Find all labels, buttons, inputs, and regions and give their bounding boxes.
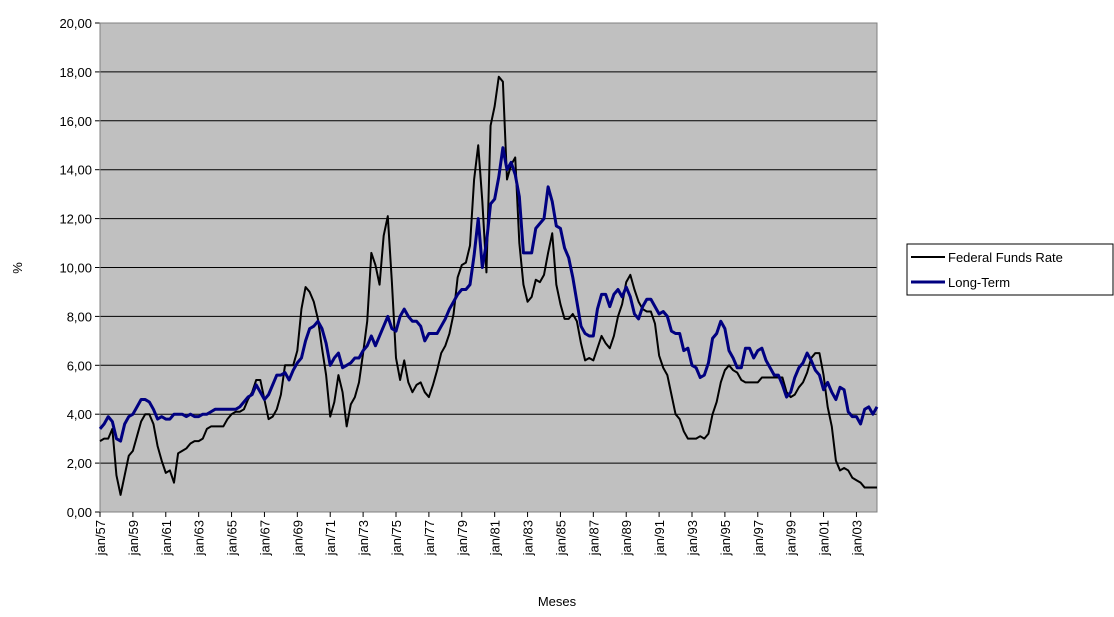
x-tick-label: jan/95: [718, 520, 733, 556]
x-tick-label: jan/89: [619, 520, 634, 556]
x-tick-label: jan/69: [290, 520, 305, 556]
x-tick-label: jan/97: [751, 520, 766, 556]
series-line: [99, 75, 877, 496]
x-tick-label: jan/03: [849, 520, 864, 556]
x-tick-label: jan/91: [652, 520, 667, 556]
x-tick-label: jan/93: [685, 520, 700, 556]
legend-label: Federal Funds Rate: [948, 250, 1063, 265]
x-tick-label: jan/63: [192, 520, 207, 556]
legend: [906, 243, 1114, 296]
x-axis-label: Meses: [538, 594, 577, 609]
y-tick-label: 18,00: [59, 65, 92, 80]
y-tick-label: 0,00: [67, 505, 92, 520]
x-tick-label: jan/67: [257, 520, 272, 556]
x-tick-label: jan/71: [323, 520, 338, 556]
y-tick-label: 14,00: [59, 163, 92, 178]
x-tick-label: jan/59: [126, 520, 141, 556]
y-tick-label: 4,00: [67, 407, 92, 422]
y-tick-label: 12,00: [59, 212, 92, 227]
x-tick-label: jan/73: [356, 520, 371, 556]
x-tick-label: jan/87: [586, 520, 601, 556]
x-tick-label: jan/57: [93, 520, 108, 556]
x-tick-label: jan/75: [389, 520, 404, 556]
plot-border: [99, 22, 878, 513]
y-tick-label: 6,00: [67, 358, 92, 373]
y-tick-label: 16,00: [59, 114, 92, 129]
x-tick-label: jan/65: [225, 520, 240, 556]
x-tick-label: jan/85: [553, 520, 568, 556]
y-tick-label: 8,00: [67, 309, 92, 324]
x-tick-label: jan/99: [784, 520, 799, 556]
series-line: [98, 146, 879, 443]
y-tick-label: 20,00: [59, 16, 92, 31]
x-tick-label: jan/01: [817, 520, 832, 556]
x-tick-label: jan/81: [488, 520, 503, 556]
y-tick-label: 10,00: [59, 261, 92, 276]
legend-label: Long-Term: [948, 275, 1010, 290]
x-tick-label: jan/79: [455, 520, 470, 556]
y-axis-label: %: [10, 262, 25, 274]
x-tick-label: jan/83: [521, 520, 536, 556]
x-tick-label: jan/61: [159, 520, 174, 556]
x-tick-label: jan/77: [422, 520, 437, 556]
y-tick-label: 2,00: [67, 456, 92, 471]
